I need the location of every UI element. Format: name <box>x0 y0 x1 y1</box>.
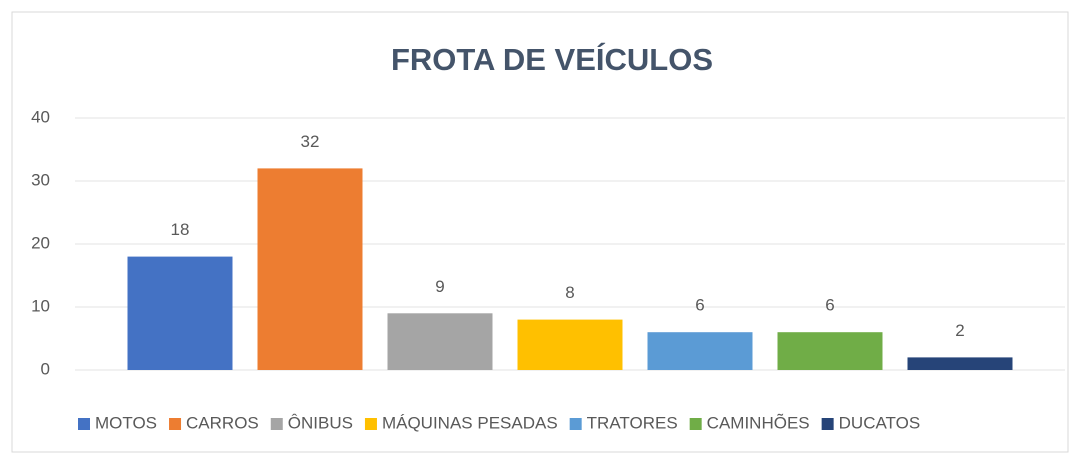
data-label: 2 <box>955 321 964 340</box>
chart-frame <box>11 11 1069 453</box>
legend-label: MOTOS <box>95 413 157 432</box>
bar <box>647 332 753 370</box>
legend-swatch <box>364 418 377 430</box>
legend-swatch <box>569 418 582 430</box>
y-tick-label: 0 <box>41 359 50 378</box>
bar <box>907 357 1013 370</box>
legend-label: DUCATOS <box>839 413 921 432</box>
data-label: 6 <box>695 296 704 315</box>
legend-swatch <box>270 418 283 430</box>
y-tick-label: 40 <box>31 107 50 126</box>
legend-label: CAMINHÕES <box>707 413 810 432</box>
legend-label: MÁQUINAS PESADAS <box>382 413 558 432</box>
data-label: 18 <box>171 220 190 239</box>
legend-swatch <box>169 418 182 430</box>
y-tick-label: 20 <box>31 233 50 252</box>
bar <box>777 332 883 370</box>
legend-label: TRATORES <box>587 413 678 432</box>
data-label: 8 <box>565 283 574 302</box>
data-label: 9 <box>435 277 444 296</box>
legend-swatch <box>821 418 834 430</box>
y-tick-label: 10 <box>31 296 50 315</box>
bar <box>517 319 623 370</box>
bar <box>387 313 493 370</box>
bar <box>127 256 233 370</box>
data-label: 32 <box>301 132 320 151</box>
legend-label: CARROS <box>186 413 259 432</box>
bar <box>257 168 363 370</box>
legend-swatch <box>689 418 702 430</box>
y-tick-label: 30 <box>31 170 50 189</box>
data-label: 6 <box>825 296 834 315</box>
legend-swatch <box>78 418 90 430</box>
legend-label: ÔNIBUS <box>288 413 353 432</box>
chart-title: FROTA DE VEÍCULOS <box>391 42 713 77</box>
